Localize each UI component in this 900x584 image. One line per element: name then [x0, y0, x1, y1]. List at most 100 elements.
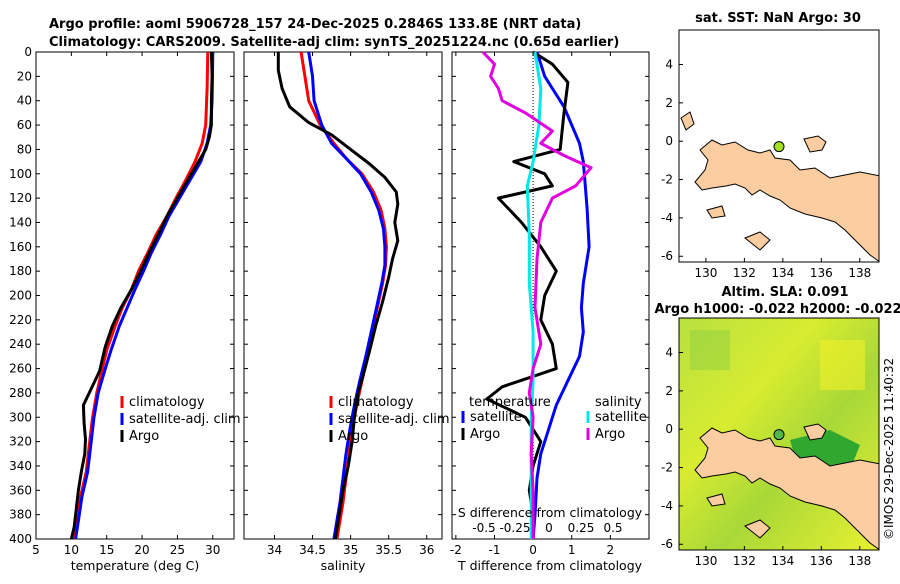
y-tick-label: -6 [661, 249, 673, 263]
x-tick-label: 132 [733, 266, 756, 280]
salinity-xlabel: salinity [321, 558, 366, 573]
y-tick-label: 40 [17, 94, 32, 108]
sla-y-ticks: 4 2 0 -2 -4 -6 [661, 346, 683, 551]
y-tick-label: 4 [665, 346, 673, 360]
legend-s-satellite-label: satellite [595, 410, 647, 425]
x-tick-label: 130 [694, 266, 717, 280]
s-tick: 0 [545, 521, 553, 535]
sla-map-title: Altim. SLA: 0.091 [722, 285, 849, 300]
series-line-temperature-satellite [531, 51, 591, 540]
difference-series [481, 50, 593, 540]
x-tick-label: 15 [99, 543, 114, 557]
x-tick-label: 5 [32, 543, 40, 557]
y-tick-label: 2 [665, 96, 673, 110]
island-shape [744, 519, 771, 539]
y-tick-label: 380 [9, 508, 32, 522]
header-title-line2: Climatology: CARS2009. Satellite-adj cli… [49, 35, 619, 50]
x-tick-label: -2 [450, 543, 462, 557]
s-tick: -0.25 [499, 521, 530, 535]
salinity-axes-box [243, 51, 443, 540]
sst-map-panel: sat. SST: NaN Argo: 30 130 132 134 136 138 4… [661, 11, 880, 280]
temperature-legend: climatology satellite-adj. clim Argo [120, 395, 241, 444]
temperature-difference-legend: temperature satellite Argo [461, 395, 551, 442]
island-shape [706, 205, 726, 219]
y-tick-label: 200 [9, 289, 32, 303]
salinity-x-ticks: 34 34.5 35 35.5 36 [267, 52, 434, 557]
difference-panel: -2 -1 0 1 2 S difference from climatology -0… [450, 50, 650, 573]
x-tick-label: 35.5 [375, 543, 402, 557]
island-shape [744, 231, 771, 251]
series-line-argo [69, 51, 214, 540]
new-guinea-land [694, 139, 879, 262]
island-shape [680, 111, 695, 131]
x-tick-label: 136 [810, 266, 833, 280]
series-line-salinity-argo [481, 50, 593, 539]
sst-land [680, 111, 879, 262]
x-tick-label: 1 [568, 543, 576, 557]
y-tick-label: -4 [661, 211, 673, 225]
legend-temperature-title: temperature [469, 395, 551, 410]
x-tick-label: 34 [267, 543, 282, 557]
y-tick-label: 4 [665, 58, 673, 72]
y-tick-label: 0 [665, 422, 673, 436]
legend-argo-label: Argo [129, 429, 159, 444]
x-tick-label: 2 [607, 543, 615, 557]
difference-xlabel: T difference from climatology [457, 558, 643, 573]
series-line-satellite-adj-clim [307, 51, 387, 540]
legend-satellite-label: satellite-adj. clim [129, 412, 241, 427]
salinity-y-ticks [244, 51, 442, 540]
y-tick-label: 400 [9, 532, 32, 546]
sla-patch [820, 340, 865, 390]
s-difference-ticks: -0.5 -0.25 0 0.25 0.5 [472, 521, 622, 535]
y-tick-label: -6 [661, 537, 673, 551]
difference-y-ticks [452, 51, 649, 540]
x-tick-label: 36 [419, 543, 434, 557]
difference-axes-box [451, 51, 650, 540]
y-tick-label: 180 [9, 264, 32, 278]
x-tick-label: 20 [134, 543, 149, 557]
sla-map-subtitle: Argo h1000: -0.022 h2000: -0.022 [654, 302, 900, 317]
x-tick-label: 138 [848, 266, 871, 280]
sla-map-frame [678, 317, 880, 551]
salinity-difference-legend: salinity satellite Argo [586, 395, 647, 442]
series-line-temperature-argo [485, 50, 570, 539]
x-tick-label: 34.5 [299, 543, 326, 557]
s-difference-label: S difference from climatology [458, 505, 643, 520]
temperature-series [69, 51, 215, 540]
x-tick-label: 138 [848, 554, 871, 568]
temperature-axes-box [35, 51, 235, 540]
legend-t-satellite-label: satellite [470, 410, 522, 425]
temperature-panel: 0 20 40 60 80 100 120 140 160 180 200 220 240 260 280 3… [9, 45, 241, 573]
y-tick-label: 80 [17, 142, 32, 156]
temperature-xlabel: temperature (deg C) [71, 558, 200, 573]
sla-map-panel: Altim. SLA: 0.091 Argo h1000: -0.022 h20… [654, 285, 900, 568]
x-tick-label: -1 [489, 543, 501, 557]
sst-x-ticks: 130 132 134 136 138 [694, 258, 871, 280]
temperature-x-ticks: 5 10 15 20 25 30 [32, 52, 220, 557]
y-tick-label: -2 [661, 461, 673, 475]
s-tick: 0.25 [568, 521, 595, 535]
salinity-legend: climatology satellite-adj. clim Argo [329, 395, 450, 444]
x-tick-label: 134 [771, 554, 794, 568]
y-tick-label: 60 [17, 118, 32, 132]
y-tick-label: 140 [9, 215, 32, 229]
salinity-series [276, 51, 400, 540]
sla-patch [690, 330, 730, 370]
x-tick-label: 25 [170, 543, 185, 557]
y-tick-label: 260 [9, 362, 32, 376]
legend-climatology-label: climatology [129, 395, 205, 410]
y-tick-label: -2 [661, 173, 673, 187]
series-line-argo [276, 52, 400, 540]
y-tick-label: -4 [661, 499, 673, 513]
argo-float-marker [773, 429, 785, 441]
s-tick: -0.5 [472, 521, 495, 535]
y-tick-label: 220 [9, 313, 32, 327]
sst-y-ticks: 4 2 0 -2 -4 -6 [661, 58, 683, 263]
sla-x-ticks: 130 132 134 136 138 [694, 546, 871, 568]
y-tick-label: 240 [9, 337, 32, 351]
y-tick-label: 0 [24, 45, 32, 59]
x-tick-label: 10 [64, 543, 79, 557]
x-tick-label: 0 [529, 543, 537, 557]
y-tick-label: 100 [9, 167, 32, 181]
